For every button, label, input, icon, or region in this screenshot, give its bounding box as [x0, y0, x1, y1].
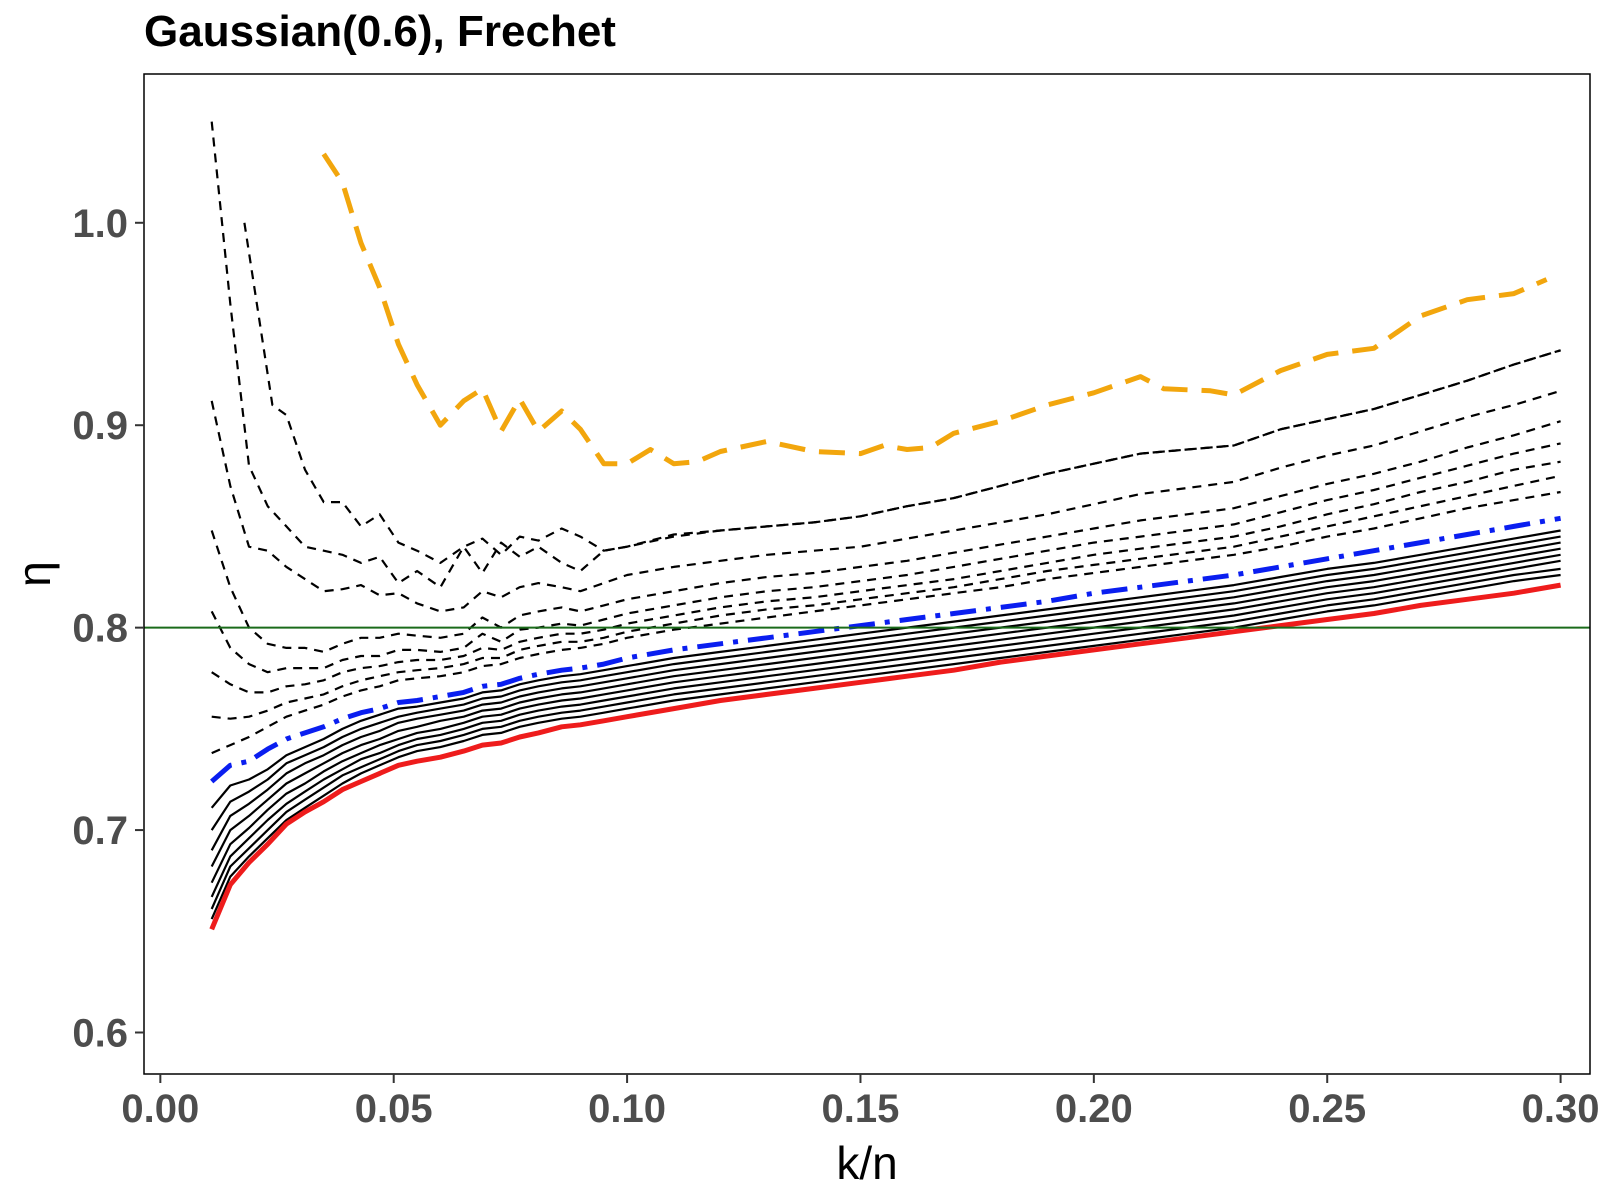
series-line-9: [211, 490, 1561, 755]
x-tick-label: 0.05: [355, 1087, 433, 1131]
x-tick-label: 0.20: [1055, 1087, 1133, 1131]
x-tick-label: 0.10: [588, 1087, 666, 1131]
y-axis: 0.6 0.7 0.8 0.9 1.0: [72, 202, 144, 1056]
series-line-6: [210, 442, 1561, 674]
series-line-10: [210, 515, 1562, 784]
series-line-18: [210, 573, 1561, 920]
series-line-16: [210, 559, 1561, 898]
series-line-11: [210, 529, 1561, 809]
series-line-2: [210, 121, 1561, 589]
y-tick-label: 0.6: [72, 1012, 128, 1056]
x-tick-label: 0.00: [121, 1087, 199, 1131]
y-tick-label: 0.8: [72, 607, 128, 651]
y-tick-label: 0.9: [72, 404, 128, 448]
y-tick-label: 1.0: [72, 202, 128, 246]
x-axis: 0.00 0.05 0.10 0.15 0.20 0.25 0.30: [121, 1074, 1599, 1131]
series-line-12: [210, 535, 1561, 831]
x-tick-label: 0.25: [1288, 1087, 1366, 1131]
series-line-4: [210, 389, 1561, 613]
series-line-8: [211, 474, 1561, 720]
series-line-19: [209, 582, 1562, 931]
series-line-1: [321, 152, 1548, 467]
series-line-3: [243, 222, 1561, 564]
series-line-17: [210, 567, 1561, 910]
y-tick-label: 0.7: [72, 809, 128, 853]
x-tick-label: 0.15: [822, 1087, 900, 1131]
plot-panel-border: [143, 73, 1591, 1075]
series-layer: [209, 121, 1562, 931]
series-line-15: [210, 553, 1561, 884]
series-line-13: [210, 541, 1561, 851]
chart-title: Gaussian(0.6), Frechet: [144, 7, 616, 56]
series-line-14: [210, 547, 1561, 868]
x-tick-label: 0.30: [1522, 1087, 1599, 1131]
x-axis-title: k/n: [836, 1137, 897, 1189]
y-axis-title: η: [8, 561, 60, 587]
